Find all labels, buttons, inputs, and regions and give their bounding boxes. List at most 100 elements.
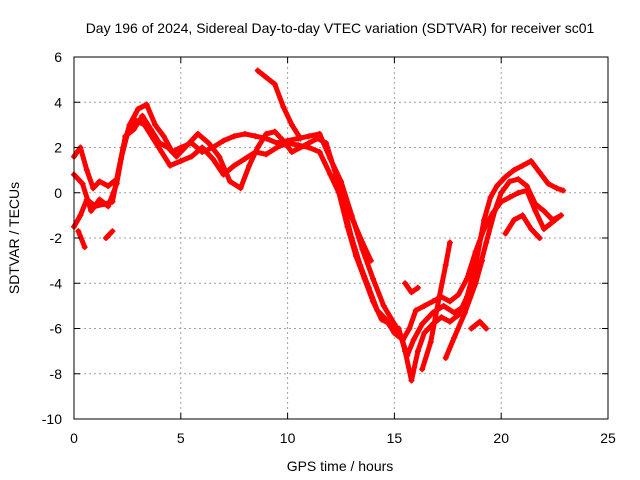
data-point xyxy=(502,173,509,180)
x-axis-ticks: 0 5 10 15 20 25 xyxy=(70,57,616,446)
data-point xyxy=(498,189,505,196)
data-point xyxy=(406,325,413,332)
data-point xyxy=(327,171,334,178)
data-point xyxy=(442,354,449,361)
data-point xyxy=(305,139,312,146)
data-point xyxy=(135,106,142,113)
data-point xyxy=(226,178,233,185)
data-point xyxy=(451,309,458,316)
y-tick-label: 4 xyxy=(54,94,62,110)
data-point xyxy=(75,228,82,235)
data-point xyxy=(316,130,323,137)
data-point xyxy=(472,280,479,287)
data-point xyxy=(528,225,535,232)
data-point xyxy=(241,130,248,137)
data-point xyxy=(498,198,505,205)
data-point xyxy=(158,149,165,156)
chart-title: Day 196 of 2024, Sidereal Day-to-day VTE… xyxy=(86,20,595,36)
data-point xyxy=(481,225,488,232)
data-point xyxy=(271,128,278,135)
data-point xyxy=(88,207,95,214)
data-point xyxy=(288,121,295,128)
data-point xyxy=(81,244,88,251)
data-point xyxy=(365,284,372,291)
x-tick-label: 15 xyxy=(387,430,403,446)
data-point xyxy=(532,207,539,214)
data-point xyxy=(464,275,471,282)
data-point xyxy=(109,228,116,235)
data-point xyxy=(502,230,509,237)
data-point xyxy=(316,149,323,156)
data-point xyxy=(246,162,253,169)
data-point xyxy=(305,133,312,140)
x-tick-label: 5 xyxy=(177,430,185,446)
y-axis-ticks: -10 -8 -6 -4 -2 0 2 4 6 xyxy=(42,49,608,427)
data-point xyxy=(483,325,490,332)
data-point xyxy=(478,257,485,264)
data-point xyxy=(402,348,409,355)
x-axis-label: GPS time / hours xyxy=(287,458,394,474)
data-point xyxy=(194,130,201,137)
x-tick-label: 10 xyxy=(280,430,296,446)
data-point xyxy=(506,178,513,185)
data-point xyxy=(461,309,468,316)
data-point xyxy=(297,144,304,151)
data-point xyxy=(130,126,137,133)
data-point xyxy=(241,155,248,162)
data-point xyxy=(167,162,174,169)
data-point xyxy=(481,216,488,223)
data-point xyxy=(367,257,374,264)
data-point xyxy=(254,67,261,74)
data-point xyxy=(105,182,112,189)
data-point xyxy=(374,307,381,314)
data-point xyxy=(519,162,526,169)
data-point xyxy=(280,137,287,144)
data-point xyxy=(331,167,338,174)
data-point xyxy=(540,207,547,214)
data-point xyxy=(451,334,458,341)
data-point xyxy=(237,185,244,192)
data-point xyxy=(438,314,445,321)
data-point xyxy=(209,155,216,162)
data-point xyxy=(103,235,110,241)
data-point xyxy=(184,142,191,149)
data-point xyxy=(164,144,171,151)
data-point xyxy=(79,180,86,187)
data-point xyxy=(177,158,184,165)
series-line-track-4 xyxy=(75,228,88,250)
y-tick-label: 2 xyxy=(54,140,62,156)
data-point xyxy=(188,153,195,160)
data-point xyxy=(143,101,150,108)
data-point xyxy=(83,167,90,174)
data-point xyxy=(483,239,490,246)
data-point xyxy=(263,151,270,158)
data-point xyxy=(402,280,409,287)
data-point xyxy=(528,158,535,165)
data-point xyxy=(323,139,330,146)
data-point xyxy=(263,130,270,137)
data-point xyxy=(359,239,366,246)
data-point xyxy=(472,248,479,255)
data-point xyxy=(105,203,112,210)
data-point xyxy=(493,182,500,189)
data-point xyxy=(156,139,163,146)
data-point xyxy=(476,318,483,325)
data-point xyxy=(560,187,567,194)
data-point xyxy=(446,318,453,325)
data-point xyxy=(160,133,167,140)
data-point xyxy=(419,320,426,327)
y-tick-label: -8 xyxy=(50,366,63,382)
data-point xyxy=(263,74,270,81)
data-point xyxy=(549,219,556,226)
data-point xyxy=(147,126,154,133)
data-point xyxy=(297,135,304,142)
data-point xyxy=(414,284,421,291)
x-tick-label: 0 xyxy=(70,430,78,446)
data-point xyxy=(410,336,417,343)
data-point xyxy=(139,112,146,119)
data-point xyxy=(419,366,426,373)
data-point xyxy=(199,144,206,151)
data-point xyxy=(506,194,513,201)
data-point xyxy=(357,262,364,269)
